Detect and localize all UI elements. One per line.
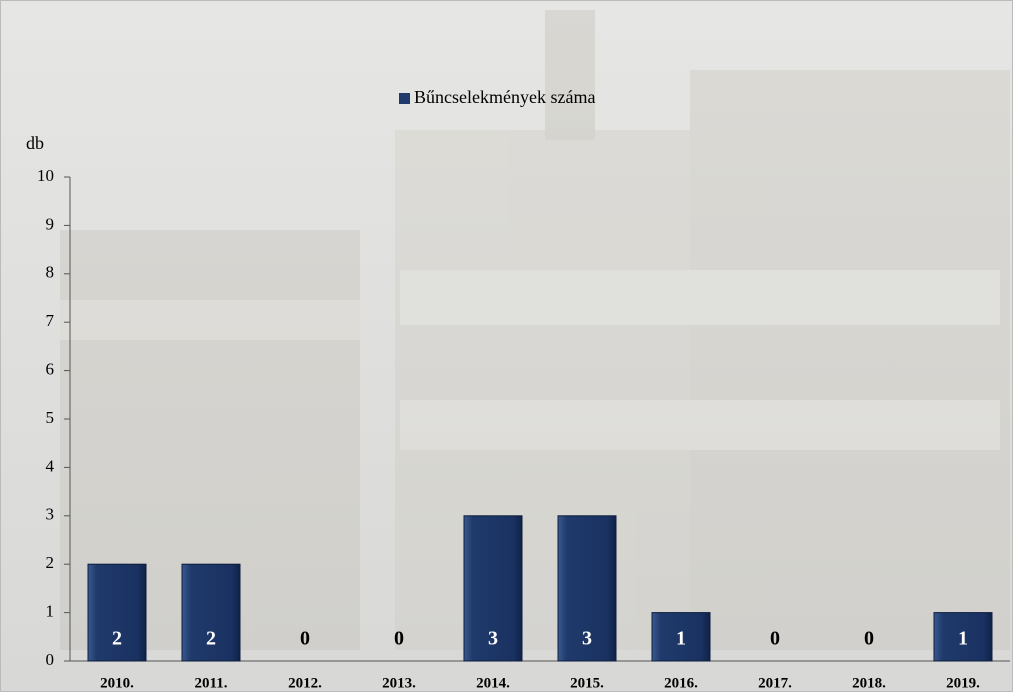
y-axis-label: db xyxy=(26,133,44,153)
x-tick-label: 2012. xyxy=(288,675,322,691)
data-label: 3 xyxy=(582,628,592,650)
bar xyxy=(463,515,523,662)
legend-swatch xyxy=(399,93,410,104)
y-tick-label: 5 xyxy=(46,408,55,427)
x-tick-label: 2017. xyxy=(758,675,792,691)
data-label: 0 xyxy=(864,628,874,650)
legend-label: Bűncselekmények száma xyxy=(414,87,595,107)
y-tick-label: 1 xyxy=(46,602,55,621)
data-label: 2 xyxy=(206,628,216,650)
x-tick-label: 2019. xyxy=(946,675,980,691)
y-tick-label: 9 xyxy=(46,214,55,233)
bar xyxy=(651,612,711,662)
bar xyxy=(181,563,241,662)
x-tick-label: 2016. xyxy=(664,675,698,691)
y-tick-label: 2 xyxy=(46,553,55,572)
y-tick-label: 4 xyxy=(46,456,55,475)
x-tick-label: 2018. xyxy=(852,675,886,691)
data-label: 0 xyxy=(770,628,780,650)
y-tick-label: 8 xyxy=(46,263,55,282)
data-label: 1 xyxy=(958,628,968,650)
y-tick-label: 7 xyxy=(46,311,55,330)
y-tick-label: 3 xyxy=(46,505,55,524)
bar xyxy=(87,563,147,662)
x-tick-label: 2010. xyxy=(100,675,134,691)
bar xyxy=(933,612,993,662)
x-tick-label: 2015. xyxy=(570,675,604,691)
x-tick-label: 2011. xyxy=(195,675,228,691)
x-tick-label: 2014. xyxy=(476,675,510,691)
y-tick-label: 10 xyxy=(37,166,54,185)
y-tick-label: 0 xyxy=(46,650,55,669)
data-label: 0 xyxy=(300,628,310,650)
data-label: 2 xyxy=(112,628,122,650)
y-tick-label: 6 xyxy=(46,360,55,379)
data-label: 3 xyxy=(488,628,498,650)
bar xyxy=(557,515,617,662)
x-tick-label: 2013. xyxy=(382,675,416,691)
data-label: 1 xyxy=(676,628,686,650)
data-label: 0 xyxy=(394,628,404,650)
